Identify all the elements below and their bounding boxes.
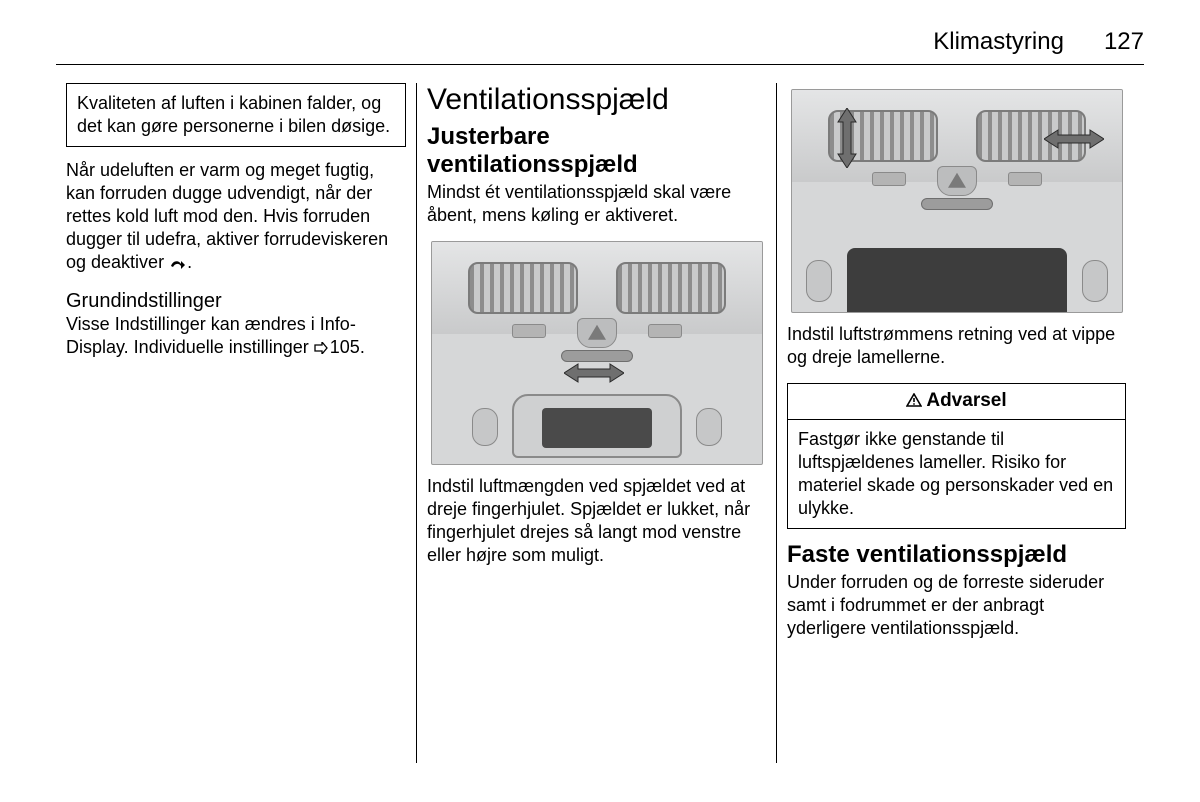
thumbwheel bbox=[561, 350, 633, 362]
side-button bbox=[1082, 260, 1108, 302]
text: . bbox=[187, 252, 192, 272]
paragraph: Indstil luftmængden ved spjældet ved at … bbox=[427, 475, 766, 567]
warning-box: Advarsel Fastgør ikke genstande til luft… bbox=[787, 383, 1126, 529]
paragraph: Indstil luftstrømmens retning ved at vip… bbox=[787, 323, 1126, 369]
warning-triangle-icon bbox=[906, 391, 922, 413]
paragraph: Under forruden og de forreste sideruder … bbox=[787, 571, 1126, 640]
heading-ventilationsspjaeld: Ventilationsspjæld bbox=[427, 83, 766, 117]
hazard-button bbox=[577, 318, 617, 348]
column-3: Indstil luftstrømmens retning ved at vip… bbox=[776, 83, 1136, 763]
air-circulation-icon bbox=[169, 253, 187, 276]
thumbwheel bbox=[921, 198, 993, 210]
text: Når udeluften er varm og meget fugtig, k… bbox=[66, 160, 388, 272]
illustration-thumbwheel bbox=[431, 241, 763, 465]
heading-justerbare: Justerbare ventilationsspjæld bbox=[427, 123, 766, 179]
page-number: 127 bbox=[1104, 28, 1144, 56]
text: 105. bbox=[330, 337, 365, 357]
horizontal-arrow-icon bbox=[564, 362, 624, 384]
paragraph: Mindst ét ventilationsspjæld skal være å… bbox=[427, 181, 766, 227]
dash-button bbox=[512, 324, 546, 338]
vertical-arrow-icon bbox=[836, 108, 858, 168]
paragraph: Når udeluften er varm og meget fugtig, k… bbox=[66, 159, 406, 276]
manual-page: Klimastyring 127 Kvaliteten af luften i … bbox=[0, 0, 1200, 802]
dash-button bbox=[872, 172, 906, 186]
horizontal-arrow-icon bbox=[1044, 128, 1104, 150]
column-2: Ventilationsspjæld Justerbare ventilatio… bbox=[416, 83, 776, 763]
vent-right bbox=[616, 262, 726, 314]
warning-title: Advarsel bbox=[788, 384, 1125, 420]
cross-reference-icon bbox=[314, 337, 328, 360]
chapter-title: Klimastyring bbox=[933, 28, 1064, 56]
heading-faste: Faste ventilationsspjæld bbox=[787, 541, 1126, 569]
side-button bbox=[472, 408, 498, 446]
dash-button bbox=[648, 324, 682, 338]
hazard-button bbox=[937, 166, 977, 196]
paragraph: Visse Indstillinger kan ændres i Info-Di… bbox=[66, 313, 406, 360]
page-header: Klimastyring 127 bbox=[56, 28, 1144, 65]
vent-left bbox=[468, 262, 578, 314]
side-button bbox=[696, 408, 722, 446]
subheading-grundindstillinger: Grundindstillinger bbox=[66, 290, 406, 313]
side-button bbox=[806, 260, 832, 302]
warning-label: Advarsel bbox=[926, 390, 1006, 411]
warning-body: Fastgør ikke genstande til luftspjældene… bbox=[788, 420, 1125, 528]
column-1: Kvaliteten af luften i kabinen falder, o… bbox=[56, 83, 416, 763]
content-columns: Kvaliteten af luften i kabinen falder, o… bbox=[56, 83, 1144, 763]
center-screen bbox=[847, 248, 1067, 312]
text: Visse Indstillinger kan ændres i Info-Di… bbox=[66, 314, 356, 357]
center-screen bbox=[512, 394, 682, 458]
illustration-vent-direction bbox=[791, 89, 1123, 313]
caution-continuation-box: Kvaliteten af luften i kabinen falder, o… bbox=[66, 83, 406, 147]
dash-button bbox=[1008, 172, 1042, 186]
